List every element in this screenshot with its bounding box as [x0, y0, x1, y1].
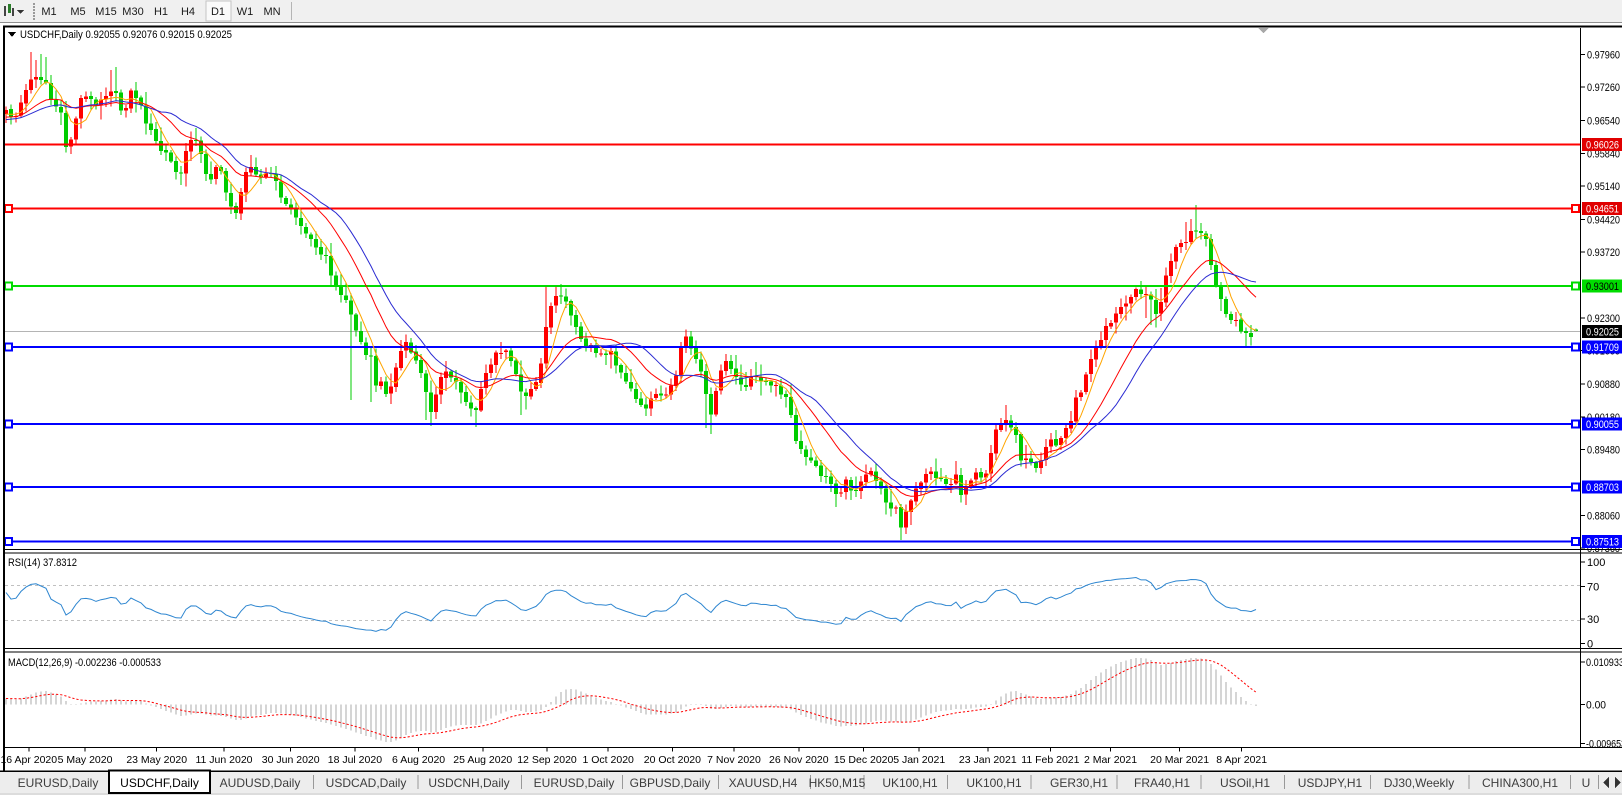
- svg-text:M5: M5: [70, 6, 85, 18]
- svg-text:-0.009653: -0.009653: [1586, 738, 1622, 750]
- svg-text:GER30,H1: GER30,H1: [1050, 776, 1108, 790]
- svg-text:100: 100: [1587, 557, 1605, 569]
- svg-text:0.96540: 0.96540: [1587, 116, 1620, 128]
- svg-text:0.92025: 0.92025: [1586, 327, 1619, 339]
- svg-text:AUDUSD,Daily: AUDUSD,Daily: [220, 776, 301, 790]
- svg-text:USDCAD,Daily: USDCAD,Daily: [326, 776, 407, 790]
- svg-text:11 Jun 2020: 11 Jun 2020: [195, 754, 252, 766]
- svg-text:EURUSD,Daily: EURUSD,Daily: [534, 776, 615, 790]
- svg-text:USDCHF,Daily: USDCHF,Daily: [120, 776, 199, 790]
- svg-text:11 Feb 2021: 11 Feb 2021: [1021, 754, 1079, 766]
- svg-text:MN: MN: [263, 6, 280, 18]
- svg-text:0.92300: 0.92300: [1587, 313, 1620, 325]
- svg-text:0.87513: 0.87513: [1586, 537, 1619, 549]
- svg-text:0.95840: 0.95840: [1587, 148, 1620, 160]
- svg-text:30: 30: [1587, 614, 1599, 626]
- svg-text:USOil,H1: USOil,H1: [1220, 776, 1270, 790]
- svg-text:25 Aug 2020: 25 Aug 2020: [453, 754, 512, 766]
- svg-text:0: 0: [1587, 639, 1593, 651]
- svg-text:30 Jun 2020: 30 Jun 2020: [262, 754, 320, 766]
- svg-text:0.94420: 0.94420: [1587, 214, 1620, 226]
- svg-text:HK50,M15: HK50,M15: [809, 776, 866, 790]
- svg-text:23 May 2020: 23 May 2020: [126, 754, 187, 766]
- svg-text:0.95140: 0.95140: [1587, 181, 1620, 193]
- svg-text:20 Mar 2021: 20 Mar 2021: [1150, 754, 1209, 766]
- svg-text:0.97960: 0.97960: [1587, 50, 1620, 62]
- svg-text:0.00: 0.00: [1586, 700, 1606, 712]
- svg-text:W1: W1: [237, 6, 254, 18]
- svg-text:UK100,H1: UK100,H1: [966, 776, 1022, 790]
- svg-text:0.010933: 0.010933: [1586, 657, 1622, 669]
- svg-text:0.91709: 0.91709: [1586, 342, 1619, 354]
- svg-text:2 Mar 2021: 2 Mar 2021: [1084, 754, 1137, 766]
- svg-text:8 Apr 2021: 8 Apr 2021: [1216, 754, 1267, 766]
- svg-text:5 May 2020: 5 May 2020: [58, 754, 113, 766]
- svg-text:16 Apr 2020: 16 Apr 2020: [0, 754, 57, 766]
- svg-text:0.93720: 0.93720: [1587, 247, 1620, 259]
- svg-text:0.96026: 0.96026: [1586, 140, 1619, 152]
- svg-text:15 Dec 2020: 15 Dec 2020: [834, 754, 894, 766]
- svg-text:0.90055: 0.90055: [1586, 419, 1619, 431]
- svg-text:CHINA300,H1: CHINA300,H1: [1482, 776, 1558, 790]
- svg-text:70: 70: [1587, 582, 1599, 594]
- svg-text:7 Nov 2020: 7 Nov 2020: [707, 754, 761, 766]
- svg-text:0.89480: 0.89480: [1587, 444, 1620, 456]
- svg-text:XAUUSD,H4: XAUUSD,H4: [729, 776, 798, 790]
- svg-text:EURUSD,Daily: EURUSD,Daily: [18, 776, 99, 790]
- svg-text:5 Jan 2021: 5 Jan 2021: [893, 754, 945, 766]
- svg-text:USDCNH,Daily: USDCNH,Daily: [428, 776, 509, 790]
- svg-text:USDCHF,Daily 0.92055 0.92076: USDCHF,Daily 0.92055 0.92076 0.92015 0.9…: [20, 29, 232, 41]
- svg-text:0.90880: 0.90880: [1587, 379, 1620, 391]
- svg-text:U: U: [1582, 776, 1591, 790]
- svg-text:0.93001: 0.93001: [1586, 281, 1619, 293]
- svg-text:MACD(12,26,9) -0.002236 -0.000: MACD(12,26,9) -0.002236 -0.000533: [8, 657, 161, 669]
- svg-text:6 Aug 2020: 6 Aug 2020: [392, 754, 445, 766]
- svg-text:0.94651: 0.94651: [1586, 203, 1619, 215]
- svg-text:UK100,H1: UK100,H1: [882, 776, 938, 790]
- svg-text:26 Nov 2020: 26 Nov 2020: [769, 754, 829, 766]
- svg-text:12 Sep 2020: 12 Sep 2020: [517, 754, 577, 766]
- svg-text:M1: M1: [41, 6, 56, 18]
- svg-text:DJ30,Weekly: DJ30,Weekly: [1384, 776, 1454, 790]
- svg-text:M30: M30: [122, 6, 143, 18]
- svg-text:0.88060: 0.88060: [1587, 511, 1620, 523]
- svg-text:23 Jan 2021: 23 Jan 2021: [959, 754, 1017, 766]
- svg-text:RSI(14) 37.8312: RSI(14) 37.8312: [8, 557, 77, 569]
- svg-text:FRA40,H1: FRA40,H1: [1134, 776, 1190, 790]
- svg-text:USDJPY,H1: USDJPY,H1: [1298, 776, 1363, 790]
- svg-text:H4: H4: [181, 6, 195, 18]
- svg-text:20 Oct 2020: 20 Oct 2020: [644, 754, 701, 766]
- svg-text:H1: H1: [154, 6, 168, 18]
- svg-text:M15: M15: [95, 6, 116, 18]
- svg-text:D1: D1: [211, 6, 225, 18]
- svg-text:1 Oct 2020: 1 Oct 2020: [583, 754, 635, 766]
- svg-text:0.97260: 0.97260: [1587, 82, 1620, 94]
- svg-text:GBPUSD,Daily: GBPUSD,Daily: [630, 776, 711, 790]
- svg-text:0.88703: 0.88703: [1586, 482, 1619, 494]
- svg-text:18 Jul 2020: 18 Jul 2020: [328, 754, 382, 766]
